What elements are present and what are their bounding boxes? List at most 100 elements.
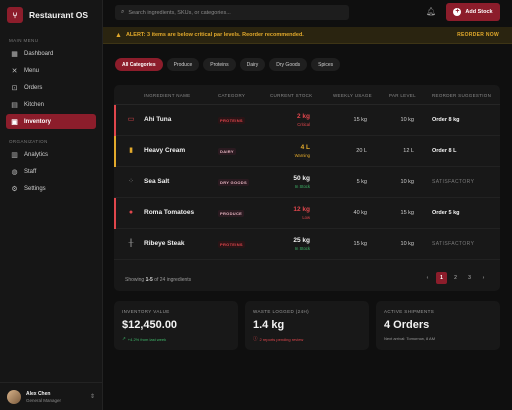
gear-icon: ⚙	[11, 185, 18, 193]
warning-indicator	[114, 136, 116, 167]
stat-value: 4 Orders	[384, 319, 430, 331]
app-name: Restaurant OS	[29, 10, 89, 20]
sidebar-item-analytics[interactable]: ▥ Analytics	[6, 147, 96, 162]
ingredient-name: Ahi Tuna	[144, 116, 172, 123]
column-header-current-stock[interactable]: CURRENT STOCK	[270, 93, 313, 98]
summary-range: 1-5	[145, 277, 153, 283]
table-footer: Showing 1-5 of 24 ingredients ‹ 1 2 3 ›	[114, 269, 500, 291]
reorder-suggestion[interactable]: Order 8 L	[432, 148, 457, 154]
utensils-icon: ✕	[11, 67, 18, 75]
pagination-summary: Showing 1-5 of 24 ingredients	[125, 277, 191, 283]
weekly-usage: 15 kg	[353, 117, 367, 123]
stock-status: In Stock	[294, 246, 310, 251]
sidebar-item-kitchen[interactable]: ▤ Kitchen	[6, 97, 96, 112]
avatar	[7, 389, 21, 404]
column-header-category[interactable]: CATEGORY	[218, 93, 246, 98]
stat-sub: Next arrival: Tomorrow, 8 AM	[384, 336, 492, 341]
column-header-weekly-usage[interactable]: WEEKLY USAGE	[333, 93, 372, 98]
search-box[interactable]: ⌕	[115, 5, 349, 20]
table-row[interactable]: ╫ Ribeye Steak PROTEINS 25 kg In Stock 1…	[114, 229, 500, 260]
summary-suffix: of 24 ingredients	[152, 277, 192, 283]
filter-produce[interactable]: Produce	[166, 58, 200, 71]
stat-label: ACTIVE SHIPMENTS	[384, 309, 435, 314]
sidebar-item-dashboard[interactable]: ▦ Dashboard	[6, 46, 96, 61]
current-stock: 2 kg	[296, 113, 310, 120]
par-level: 12 L	[403, 148, 414, 154]
kitchen-icon: ▤	[11, 101, 18, 109]
stat-value: 1.4 kg	[253, 319, 285, 331]
reorder-suggestion: SATISFACTORY	[432, 241, 475, 247]
stock-status: Warning	[294, 153, 310, 158]
sidebar-item-label: Staff	[24, 168, 37, 175]
user-name: Alex Chen	[26, 390, 51, 397]
page-2-button[interactable]: 2	[454, 275, 457, 281]
inventory-value-card: INVENTORY VALUE $12,450.00 ↗ +4.2% from l…	[114, 301, 238, 350]
trend-up-icon: ↗	[122, 336, 126, 341]
sidebar-item-label: Settings	[24, 185, 46, 192]
user-profile[interactable]: Alex Chen General Manager ⇕	[0, 382, 102, 410]
table-row[interactable]: ● Roma Tomatoes PRODUCE 12 kg Low 40 kg …	[114, 198, 500, 229]
sidebar-item-label: Analytics	[24, 151, 49, 158]
sidebar-item-staff[interactable]: ◍ Staff	[6, 164, 96, 179]
summary-prefix: Showing	[125, 277, 146, 283]
alert-banner: ▲ ALERT: 3 items are below critical par …	[103, 27, 512, 44]
category-badge: PROTEINS	[218, 241, 245, 248]
utensils-icon: ╫	[128, 240, 134, 247]
filter-dry-goods[interactable]: Dry Goods	[269, 58, 308, 71]
reorder-suggestion[interactable]: Order 8 kg	[432, 117, 460, 123]
filter-proteins[interactable]: Proteins	[203, 58, 236, 71]
category-filters: All Categories Produce Proteins Dairy Dr…	[115, 58, 344, 71]
stat-label: INVENTORY VALUE	[122, 309, 170, 314]
main-menu-label: MAIN MENU	[9, 38, 39, 43]
column-header-par-level[interactable]: PAR LEVEL	[389, 93, 416, 98]
critical-indicator	[114, 198, 116, 229]
filter-dairy[interactable]: Dairy	[239, 58, 266, 71]
stat-sub-text: Next arrival: Tomorrow, 8 AM	[384, 336, 436, 341]
stat-label: WASTE LOGGED (24H)	[253, 309, 310, 314]
reorder-now-link[interactable]: REORDER NOW	[457, 32, 499, 38]
stock-status: In Stock	[294, 184, 310, 189]
tomato-icon: ●	[128, 209, 134, 216]
page-3-button[interactable]: 3	[468, 275, 471, 281]
plus-icon: +	[453, 8, 462, 16]
add-stock-button[interactable]: + Add Stock	[446, 3, 500, 21]
alert-circle-icon: ⓘ	[253, 336, 258, 341]
prev-page-button[interactable]: ‹	[426, 275, 429, 281]
sidebar-item-settings[interactable]: ⚙ Settings	[6, 181, 96, 196]
inventory-table: INGREDIENT NAME CATEGORY CURRENT STOCK W…	[114, 85, 500, 291]
sidebar-item-inventory[interactable]: ▣ Inventory	[6, 114, 96, 129]
user-role: General Manager	[26, 397, 62, 403]
stat-sub-text: 2 reports pending review	[259, 336, 304, 342]
grid-icon: ▦	[11, 50, 18, 58]
cart-icon: ⊡	[11, 84, 18, 92]
table-row[interactable]: ▮ Heavy Cream DAIRY 4 L Warning 20 L 12 …	[114, 136, 500, 167]
box-icon: ▣	[11, 118, 18, 126]
column-header-ingredient[interactable]: INGREDIENT NAME	[144, 93, 191, 98]
par-level: 15 kg	[400, 210, 414, 216]
milk-icon: ▮	[129, 147, 133, 154]
sidebar-item-label: Dashboard	[24, 50, 54, 57]
chevron-updown-icon: ⇕	[89, 394, 95, 400]
brand[interactable]: ⑂ Restaurant OS	[0, 1, 102, 29]
filter-spices[interactable]: Spices	[311, 58, 341, 71]
column-header-reorder-suggestion[interactable]: REORDER SUGGESTION	[432, 93, 492, 98]
current-stock: 12 kg	[293, 206, 310, 213]
current-stock: 25 kg	[293, 237, 310, 244]
table-row[interactable]: ⁘ Sea Salt DRY GOODS 50 kg In Stock 5 kg…	[114, 167, 500, 198]
sidebar-item-menu[interactable]: ✕ Menu	[6, 63, 96, 78]
bell-icon[interactable]: 🔔︎	[426, 7, 437, 16]
par-level: 10 kg	[400, 117, 414, 123]
search-input[interactable]	[128, 9, 339, 16]
organization-label: ORGANIZATION	[9, 139, 48, 144]
next-page-button[interactable]: ›	[482, 275, 485, 281]
reorder-suggestion[interactable]: Order 5 kg	[432, 210, 460, 216]
sidebar-item-orders[interactable]: ⊡ Orders	[6, 80, 96, 95]
sidebar-item-label: Inventory	[24, 118, 52, 125]
weekly-usage: 40 kg	[353, 210, 367, 216]
stock-status: Critical	[297, 122, 310, 127]
par-level: 10 kg	[400, 179, 414, 185]
table-row[interactable]: ▭ Ahi Tuna PROTEINS 2 kg Critical 15 kg …	[114, 105, 500, 136]
filter-all-categories[interactable]: All Categories	[115, 58, 163, 71]
page-1-button[interactable]: 1	[436, 272, 447, 284]
ingredient-name: Heavy Cream	[144, 147, 186, 154]
